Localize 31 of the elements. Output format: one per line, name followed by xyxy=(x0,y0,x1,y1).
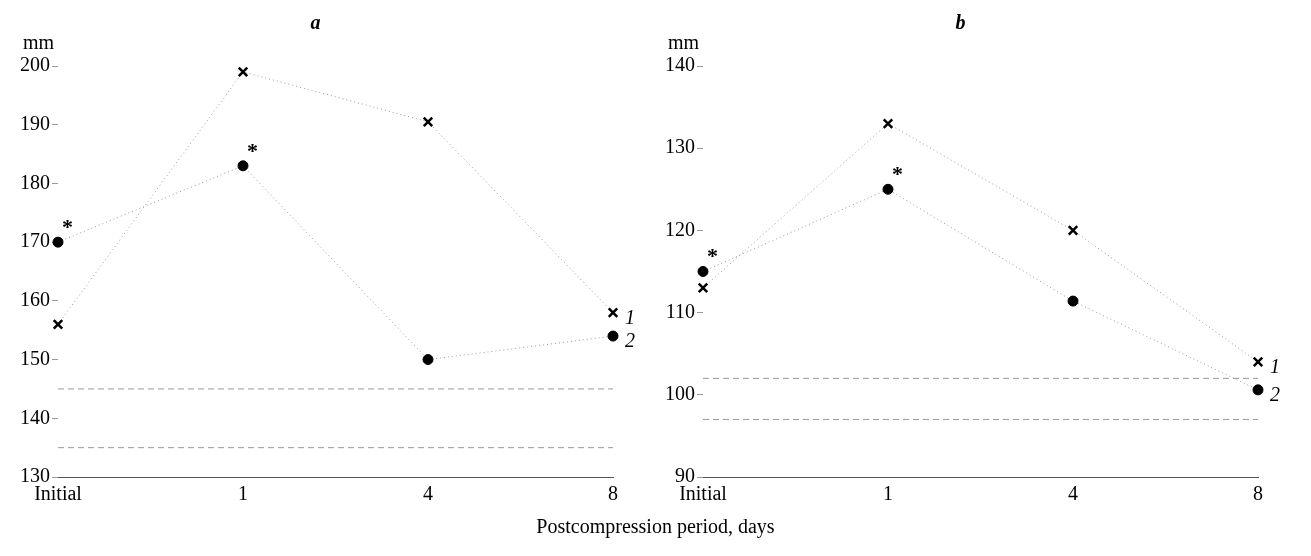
series-label: 2 xyxy=(625,329,635,352)
x-tick-label: 8 xyxy=(1253,482,1263,505)
y-tick-label: 190 xyxy=(20,111,50,134)
annotation: * xyxy=(707,243,718,269)
y-tick-label: 140 xyxy=(665,53,695,76)
y-tick-label: 140 xyxy=(20,405,50,428)
y-tick-label: 120 xyxy=(665,217,695,240)
x-tick-label: 4 xyxy=(423,482,433,505)
y-tick-label: 100 xyxy=(665,382,695,405)
y-tick-label: 130 xyxy=(665,135,695,158)
y-tick-label: 200 xyxy=(20,53,50,76)
y-tick-label: 110 xyxy=(665,299,695,322)
annotation: * xyxy=(892,160,903,186)
y-tick-label: 150 xyxy=(20,346,50,369)
series-label: 1 xyxy=(1270,355,1280,378)
x-tick-label: 1 xyxy=(883,482,893,505)
x-tick-label: 1 xyxy=(238,482,248,505)
y-tick-label: 160 xyxy=(20,288,50,311)
y-axis-title: mm xyxy=(667,31,700,54)
chart-title: a xyxy=(310,11,321,34)
x-axis-title: Postcompression period, days xyxy=(535,515,776,538)
series-label: 1 xyxy=(625,305,635,328)
series-label: 2 xyxy=(1270,383,1280,406)
annotation: * xyxy=(62,213,73,239)
y-axis-title: mm xyxy=(22,31,55,54)
annotation: * xyxy=(247,137,258,163)
chart-title: b xyxy=(955,11,966,34)
x-tick-label: 8 xyxy=(608,482,618,505)
y-tick-label: 170 xyxy=(20,229,50,252)
x-tick-label: 4 xyxy=(1068,482,1078,505)
y-tick-label: 180 xyxy=(20,170,50,193)
